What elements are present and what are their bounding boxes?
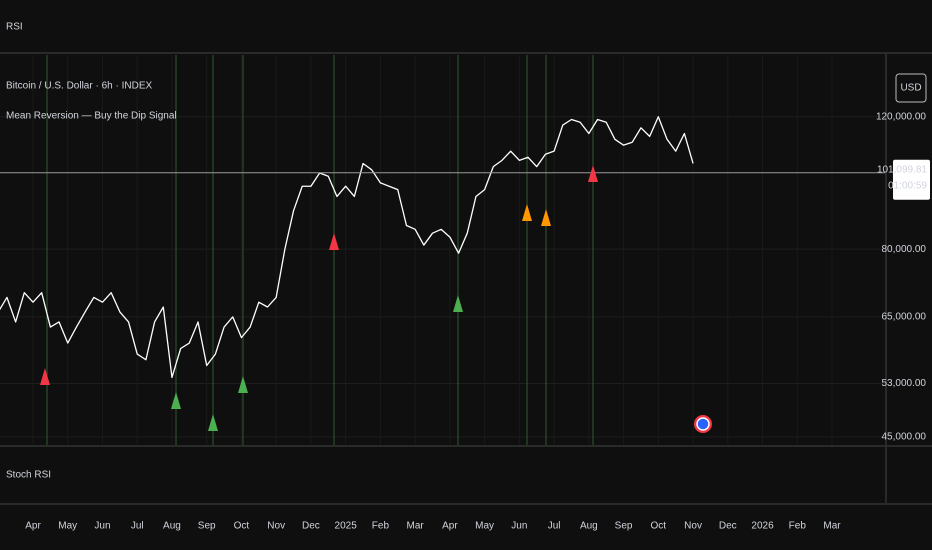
x-tick-label: Mar — [407, 521, 425, 532]
neutral-signal — [522, 204, 532, 221]
chart-subtitle: Mean Reversion — Buy the Dip Signal — [6, 111, 177, 122]
event-icon-core — [696, 417, 710, 431]
buy-signal — [208, 414, 218, 431]
x-tick-label: Nov — [267, 521, 285, 532]
x-tick-label: May — [475, 521, 494, 532]
x-tick-label: Apr — [25, 521, 41, 532]
grid — [0, 55, 885, 445]
x-tick-label: Dec — [719, 521, 737, 532]
price-line — [0, 116, 694, 379]
x-tick-label: Aug — [163, 521, 181, 532]
y-tick-label: 80,000.00 — [882, 244, 927, 255]
buy-signal — [453, 295, 463, 312]
x-tick-label: Aug — [580, 521, 598, 532]
buy-signal — [171, 392, 181, 409]
signals — [40, 165, 598, 431]
pane-label: Stoch RSI — [6, 470, 51, 481]
buy-signal — [238, 376, 248, 393]
x-tick-label: Sep — [615, 521, 633, 532]
x-tick-label: Feb — [372, 521, 390, 532]
x-tick-label: Jun — [511, 521, 527, 532]
price-layer — [0, 116, 885, 379]
last-price-label: 101,099.81 — [877, 164, 927, 175]
y-tick-label: 53,000.00 — [882, 378, 927, 389]
last-price-box — [893, 159, 930, 200]
x-tick-label: 2025 — [335, 521, 358, 532]
countdown: 01:00:59 — [888, 180, 927, 191]
x-tick-label: Oct — [234, 521, 250, 532]
x-tick-label: 2026 — [751, 521, 774, 532]
y-tick-label: 65,000.00 — [882, 312, 927, 323]
x-tick-label: Nov — [684, 521, 702, 532]
x-tick-label: Jun — [94, 521, 110, 532]
x-tick-label: Feb — [789, 521, 807, 532]
x-tick-label: Dec — [302, 521, 320, 532]
currency-label[interactable]: USD — [900, 83, 921, 94]
x-tick-label: May — [58, 521, 77, 532]
y-axis: 45,000.00 53,000.00 65,000.00 80,000.00 120,… — [876, 111, 930, 443]
sell-signal — [40, 368, 50, 385]
neutral-signal — [541, 209, 551, 226]
x-tick-label: Mar — [823, 521, 841, 532]
pane-label: RSI — [6, 22, 23, 33]
chart-title: Bitcoin / U.S. Dollar · 6h · INDEX — [6, 81, 152, 92]
sell-signal — [588, 165, 598, 182]
y-tick-label: 45,000.00 — [882, 432, 927, 443]
sell-signal — [329, 233, 339, 250]
x-tick-label: Jul — [548, 521, 561, 532]
signal-lines — [46, 55, 594, 445]
x-tick-label: Sep — [198, 521, 216, 532]
x-axis: Apr May Jun Jul Aug Sep Oct Nov Dec 2025 Feb Mar Apr… — [25, 521, 841, 532]
x-tick-label: Oct — [651, 521, 667, 532]
currency-button[interactable] — [895, 73, 927, 103]
y-tick-label: 120,000.00 — [876, 111, 926, 122]
x-tick-label: Apr — [442, 521, 458, 532]
event-icon — [694, 415, 712, 433]
x-tick-label: Jul — [131, 521, 144, 532]
